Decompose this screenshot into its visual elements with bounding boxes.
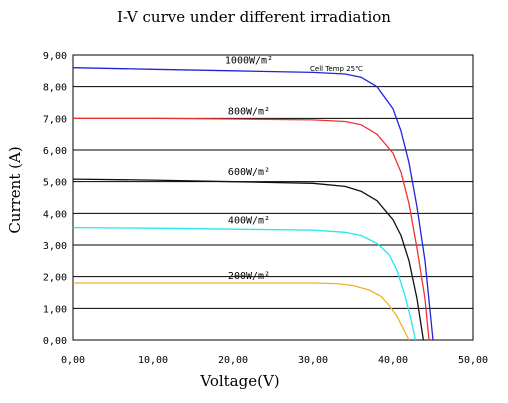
y-tick-label: 2,00 <box>43 273 67 284</box>
y-tick-label: 7,00 <box>43 114 67 125</box>
y-tick-label: 5,00 <box>43 178 67 189</box>
chart-title: I-V curve under different irradiation <box>117 8 391 26</box>
series-labels: 1000W/m² 800W/m² 600W/m² 400W/m² 200W/m² <box>225 56 273 282</box>
x-tick-label: 10,00 <box>138 355 168 366</box>
x-axis-title: Voltage(V) <box>199 372 279 390</box>
plot-area <box>72 54 474 341</box>
series-line <box>73 117 430 341</box>
y-tick-label: 4,00 <box>43 209 67 220</box>
series-label: 600W/m² <box>228 167 270 178</box>
annotation-cell-temp: Cell Temp 25℃ <box>310 65 363 73</box>
y-tick-label: 9,00 <box>43 51 67 62</box>
y-tick-label: 0,00 <box>43 336 67 347</box>
x-tick-label: 20,00 <box>218 355 248 366</box>
x-tick-label: 30,00 <box>298 355 328 366</box>
series-label: 200W/m² <box>228 271 270 282</box>
series-label: 400W/m² <box>228 216 270 227</box>
series-label: 1000W/m² <box>225 56 273 67</box>
series-line <box>73 282 410 341</box>
y-tick-label: 1,00 <box>43 304 67 315</box>
x-tick-label: 50,00 <box>458 355 488 366</box>
x-tick-label: 0,00 <box>61 355 85 366</box>
x-ticks: 0,00 10,00 20,00 30,00 40,00 50,00 <box>61 355 488 366</box>
series-line <box>72 178 425 341</box>
y-axis-title: Current (A) <box>6 146 24 233</box>
series-line <box>72 226 417 341</box>
y-tick-label: 8,00 <box>43 83 67 94</box>
y-tick-label: 6,00 <box>43 146 67 157</box>
series-label: 800W/m² <box>228 106 270 117</box>
series-layer <box>72 67 434 341</box>
x-tick-label: 40,00 <box>378 355 408 366</box>
series-line <box>72 67 434 341</box>
y-tick-label: 3,00 <box>43 241 67 252</box>
y-ticks: 0,00 1,00 2,00 3,00 4,00 5,00 6,00 7,00 8,00 9,00 <box>43 51 67 347</box>
